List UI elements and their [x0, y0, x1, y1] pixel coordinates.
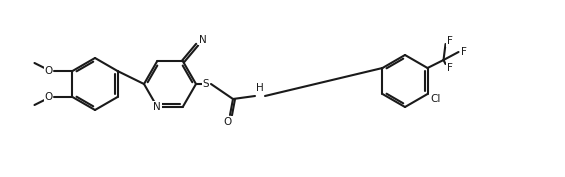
Text: S: S — [203, 79, 209, 89]
Text: F: F — [446, 63, 453, 73]
Text: O: O — [45, 66, 53, 76]
Text: F: F — [446, 36, 453, 46]
Text: H: H — [256, 83, 264, 93]
Text: N: N — [199, 35, 207, 45]
Text: O: O — [45, 92, 53, 102]
Text: Cl: Cl — [431, 94, 441, 104]
Text: F: F — [460, 47, 467, 57]
Text: O: O — [224, 117, 232, 127]
Text: N: N — [153, 102, 161, 112]
